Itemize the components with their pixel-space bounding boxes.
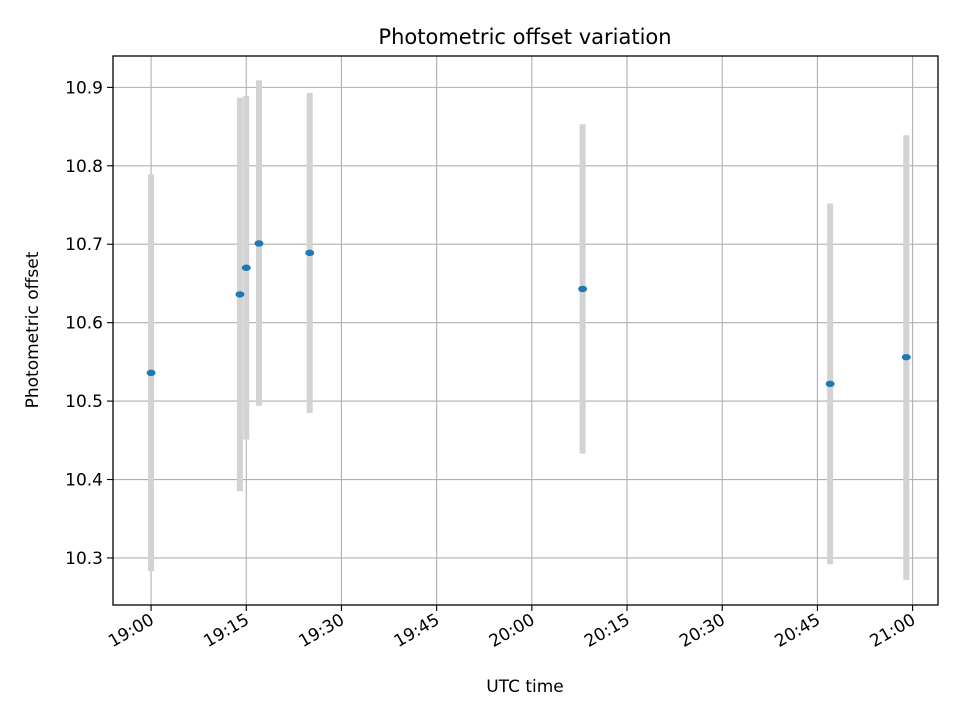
y-tick-label: 10.3 bbox=[65, 549, 103, 569]
data-point bbox=[254, 240, 264, 247]
y-tick-label: 10.5 bbox=[65, 392, 103, 412]
data-point bbox=[241, 264, 251, 271]
y-tick-label: 10.9 bbox=[65, 78, 103, 98]
axes-frame bbox=[112, 55, 939, 606]
y-axis-label: Photometric offset bbox=[23, 251, 43, 408]
chart-title: Photometric offset variation bbox=[378, 25, 671, 49]
data-points bbox=[146, 240, 911, 388]
data-point bbox=[578, 285, 588, 293]
data-point bbox=[305, 249, 315, 257]
y-tick-label: 10.4 bbox=[65, 471, 103, 491]
data-point bbox=[901, 353, 911, 361]
y-tick-label: 10.8 bbox=[65, 157, 103, 177]
y-tick-label: 10.6 bbox=[65, 314, 103, 334]
data-point bbox=[825, 380, 835, 388]
data-point bbox=[235, 291, 245, 298]
data-point bbox=[146, 369, 156, 377]
x-axis-label: UTC time bbox=[486, 677, 564, 697]
y-axis-ticks: 10.3 10.4 10.5 10.6 10.7 10.8 10.9 bbox=[65, 78, 113, 569]
grid-lines bbox=[113, 56, 938, 605]
y-tick-label: 10.7 bbox=[65, 235, 103, 255]
